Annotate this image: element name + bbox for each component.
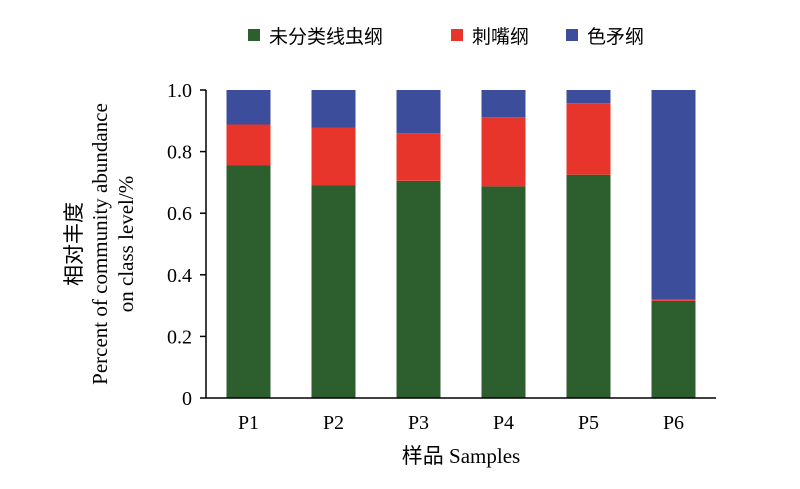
bars-group [226,90,696,398]
bar-P4-series-2 [481,90,526,118]
bar-P4-series-0 [481,186,526,398]
x-tick-label: P6 [663,412,684,434]
legend-label: 未分类线虫纲 [269,26,383,48]
y-axis-title: 相对丰度 Percent of community abundance on cla… [62,103,138,385]
bar-P6-series-1 [651,299,696,301]
y-axis-title-line: on class level/% [114,176,138,312]
y-tick-label: 1.0 [167,80,192,102]
x-tick-label: P2 [323,412,344,434]
bar-P6-series-0 [651,301,696,398]
x-ticks: P1 P2 P3 P4 P5 P6 [238,412,684,434]
y-ticks: 0 0.2 0.4 0.6 0.8 1.0 [167,80,206,410]
y-tick-label: 0.2 [167,326,192,348]
y-tick-label: 0.8 [167,142,192,164]
bar-P5-series-2 [566,90,611,104]
bar-P3-series-2 [396,90,441,134]
x-tick-label: P3 [408,412,429,434]
legend-label: 色矛纲 [587,26,644,48]
bar-P3-series-1 [396,133,441,181]
y-axis-title-line: Percent of community abundance [88,103,112,385]
y-tick-label: 0 [182,388,192,410]
bar-P2-series-0 [311,185,356,398]
bar-P1-series-2 [226,90,271,125]
legend-swatch [451,29,463,41]
x-tick-label: P1 [238,412,259,434]
legend-label: 刺嘴纲 [472,26,529,48]
bar-P1-series-1 [226,124,271,166]
legend-swatch [566,29,578,41]
y-axis-title-line: 相对丰度 [62,202,86,286]
legend: 未分类线虫纲 刺嘴纲 色矛纲 [248,26,644,48]
bar-P2-series-2 [311,90,356,128]
x-tick-label: P5 [578,412,599,434]
bar-P4-series-1 [481,117,526,187]
bar-P5-series-0 [566,174,611,398]
bar-P1-series-0 [226,165,271,398]
legend-swatch [248,29,260,41]
bar-P6-series-2 [651,90,696,300]
y-tick-label: 0.4 [167,265,192,287]
y-tick-label: 0.6 [167,203,192,225]
bar-P3-series-0 [396,180,441,398]
x-axis-title: 样品 Samples [402,444,520,468]
bar-P2-series-1 [311,127,356,186]
x-tick-label: P4 [493,412,514,434]
bar-P5-series-1 [566,103,611,175]
axes-group [205,90,716,399]
